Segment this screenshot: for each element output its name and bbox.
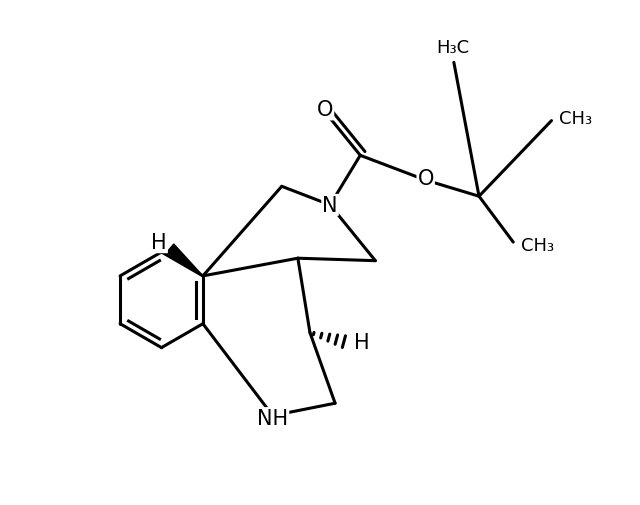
Text: N: N (323, 195, 338, 216)
Polygon shape (166, 244, 203, 276)
Text: O: O (417, 168, 434, 188)
Text: NH: NH (257, 409, 288, 428)
Text: CH₃: CH₃ (521, 236, 554, 254)
Text: H₃C: H₃C (436, 39, 469, 57)
Text: O: O (317, 100, 333, 120)
Text: CH₃: CH₃ (559, 110, 592, 128)
Text: H: H (354, 332, 369, 352)
Text: H: H (151, 233, 167, 252)
